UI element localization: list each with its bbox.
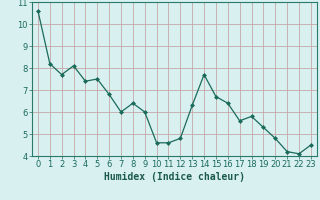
X-axis label: Humidex (Indice chaleur): Humidex (Indice chaleur) bbox=[104, 172, 245, 182]
